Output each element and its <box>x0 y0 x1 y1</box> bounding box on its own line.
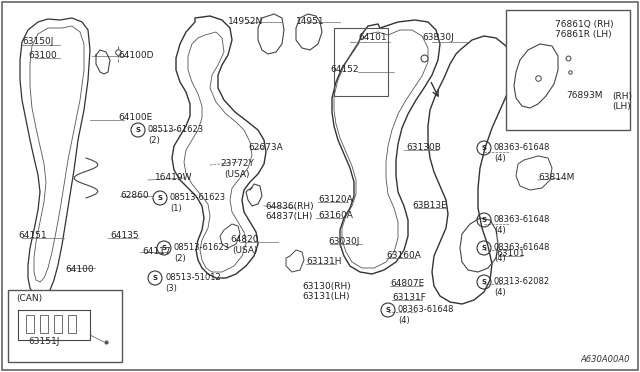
Text: 23772Y: 23772Y <box>220 158 254 167</box>
Text: S: S <box>481 245 486 251</box>
Text: S: S <box>481 217 486 223</box>
Text: 63130B: 63130B <box>406 144 441 153</box>
Text: S: S <box>157 195 163 201</box>
Text: 08513-61623: 08513-61623 <box>148 125 204 135</box>
Text: 14951: 14951 <box>296 17 324 26</box>
Bar <box>334 28 388 96</box>
Text: 64151: 64151 <box>18 231 47 241</box>
Text: 63120A: 63120A <box>318 196 353 205</box>
Text: 76861Q (RH): 76861Q (RH) <box>555 19 614 29</box>
Text: 63131(LH): 63131(LH) <box>302 292 349 301</box>
Text: (3): (3) <box>165 283 177 292</box>
Text: 64837(LH): 64837(LH) <box>265 212 312 221</box>
Text: 08363-61648: 08363-61648 <box>494 244 550 253</box>
Text: S: S <box>136 127 141 133</box>
Text: (RH): (RH) <box>612 92 632 100</box>
Text: 64100D: 64100D <box>118 51 154 61</box>
Text: (4): (4) <box>494 225 506 234</box>
Text: 08313-62082: 08313-62082 <box>494 278 550 286</box>
Text: 63B30J: 63B30J <box>422 33 454 42</box>
Text: (2): (2) <box>174 253 186 263</box>
Text: 63030J: 63030J <box>328 237 360 247</box>
Text: 63814M: 63814M <box>538 173 574 183</box>
Text: 62860: 62860 <box>120 192 148 201</box>
Text: S: S <box>385 307 390 313</box>
Text: 64807E: 64807E <box>390 279 424 289</box>
Text: 08363-61648: 08363-61648 <box>494 144 550 153</box>
Text: 08513-51012: 08513-51012 <box>165 273 221 282</box>
Text: 64836(RH): 64836(RH) <box>265 202 314 211</box>
Bar <box>68 315 76 333</box>
Text: (USA): (USA) <box>232 246 257 254</box>
Text: 08363-61648: 08363-61648 <box>494 215 550 224</box>
Text: 64100: 64100 <box>65 266 93 275</box>
Text: 08363-61648: 08363-61648 <box>398 305 454 314</box>
Text: 76861R (LH): 76861R (LH) <box>555 29 612 38</box>
Text: S: S <box>481 145 486 151</box>
Text: (1): (1) <box>170 203 182 212</box>
Text: 64820: 64820 <box>230 235 259 244</box>
Bar <box>8 290 122 362</box>
Text: 08513-61623: 08513-61623 <box>170 193 226 202</box>
Text: (4): (4) <box>494 253 506 263</box>
Text: (LH): (LH) <box>612 102 631 110</box>
Text: S: S <box>161 245 166 251</box>
Text: 63150J: 63150J <box>22 38 53 46</box>
Text: 62673A: 62673A <box>248 144 283 153</box>
Text: 63130(RH): 63130(RH) <box>302 282 351 291</box>
Bar <box>506 10 630 130</box>
Text: 64117: 64117 <box>142 247 171 257</box>
Text: 14952N: 14952N <box>228 17 263 26</box>
Text: 63151J: 63151J <box>28 337 60 346</box>
Text: S: S <box>152 275 157 281</box>
Text: 64101: 64101 <box>358 33 387 42</box>
Bar <box>26 315 34 333</box>
Text: 64135: 64135 <box>110 231 139 241</box>
Bar <box>40 315 48 333</box>
Text: (4): (4) <box>494 288 506 296</box>
Text: A630A00A0: A630A00A0 <box>580 355 630 364</box>
Text: (2): (2) <box>148 135 160 144</box>
Text: 63100: 63100 <box>28 51 57 61</box>
Text: 63160A: 63160A <box>318 212 353 221</box>
Text: 63131F: 63131F <box>392 294 426 302</box>
Text: 63160A: 63160A <box>386 251 421 260</box>
Bar <box>54 315 62 333</box>
Text: (4): (4) <box>398 315 410 324</box>
Text: 63101: 63101 <box>496 250 525 259</box>
Text: 63131H: 63131H <box>306 257 342 266</box>
Text: 63B13E: 63B13E <box>412 202 447 211</box>
Text: 64100E: 64100E <box>118 113 152 122</box>
Text: 08513-61623: 08513-61623 <box>174 244 230 253</box>
Text: S: S <box>481 279 486 285</box>
Text: 16419W: 16419W <box>155 173 193 183</box>
Text: (CAN): (CAN) <box>16 294 42 302</box>
Text: 76893M: 76893M <box>566 92 602 100</box>
Text: (4): (4) <box>494 154 506 163</box>
Text: 64152: 64152 <box>330 65 358 74</box>
Text: (USA): (USA) <box>224 170 250 179</box>
